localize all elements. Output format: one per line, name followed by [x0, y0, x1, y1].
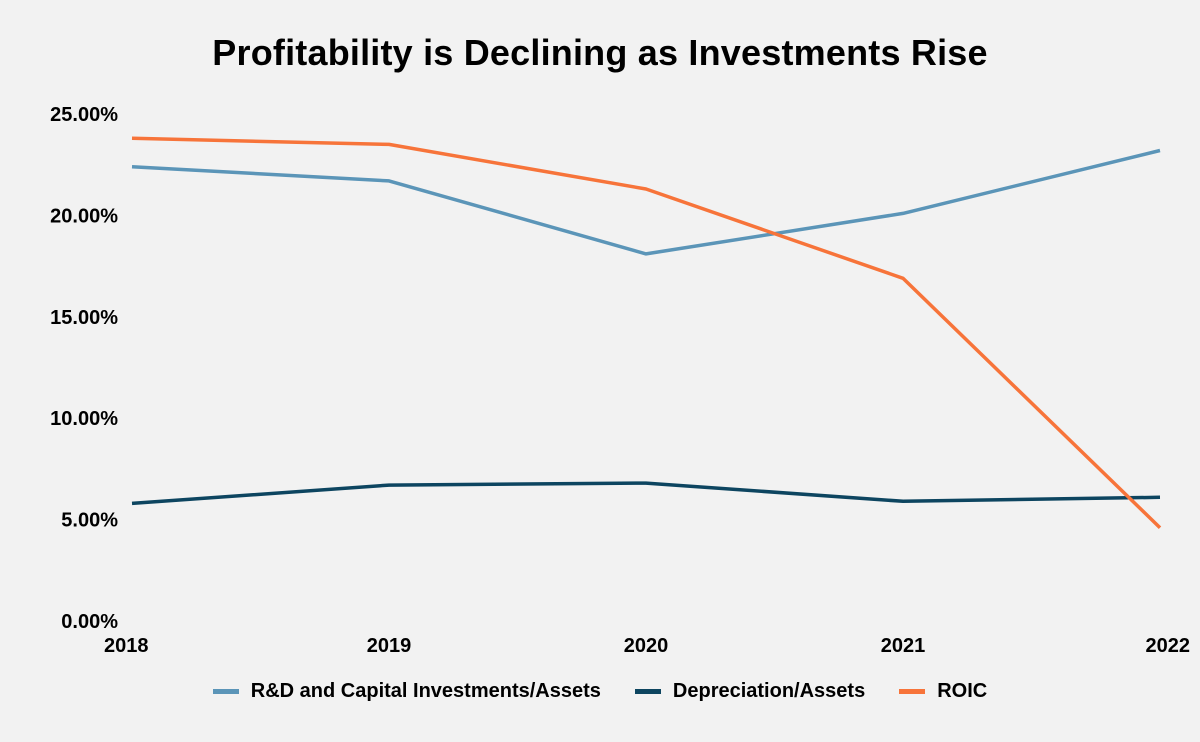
x-tick-label: 2021 — [881, 635, 926, 657]
chart-title: Profitability is Declining as Investment… — [212, 32, 988, 73]
x-tick-label: 2018 — [104, 635, 149, 657]
y-tick-label: 5.00% — [61, 510, 118, 532]
y-tick-label: 0.00% — [61, 611, 118, 633]
legend-swatch — [212, 689, 239, 694]
legend-label: R&D and Capital Investments/Assets — [250, 680, 601, 702]
x-tick-label: 2020 — [624, 635, 669, 657]
series-lines — [131, 136, 1162, 529]
legend-item: R&D and Capital Investments/Assets — [212, 680, 601, 703]
x-axis-tick-labels: 2018 2019 2020 2021 2022 — [104, 635, 1190, 657]
series-line-2 — [131, 481, 1161, 506]
legend-item: ROIC — [899, 680, 987, 703]
legend-swatch — [634, 689, 661, 694]
legend: R&D and Capital Investments/Assets Deprec… — [0, 680, 1200, 703]
series-line-3 — [131, 136, 1162, 529]
y-tick-label: 20.00% — [50, 205, 118, 227]
series-line-1 — [131, 148, 1161, 256]
x-tick-label: 2019 — [367, 635, 412, 657]
y-tick-label: 25.00% — [50, 104, 118, 126]
y-tick-label: 15.00% — [50, 307, 118, 329]
legend-item: Depreciation/Assets — [634, 680, 866, 703]
legend-label: Depreciation/Assets — [672, 680, 866, 702]
legend-swatch — [899, 689, 926, 694]
legend-label: ROIC — [937, 680, 988, 702]
x-tick-label: 2022 — [1146, 635, 1191, 657]
y-axis-tick-labels: 0.00% 5.00% 10.00% 15.00% 20.00% 25.00% — [50, 104, 118, 633]
y-tick-label: 10.00% — [50, 408, 118, 430]
